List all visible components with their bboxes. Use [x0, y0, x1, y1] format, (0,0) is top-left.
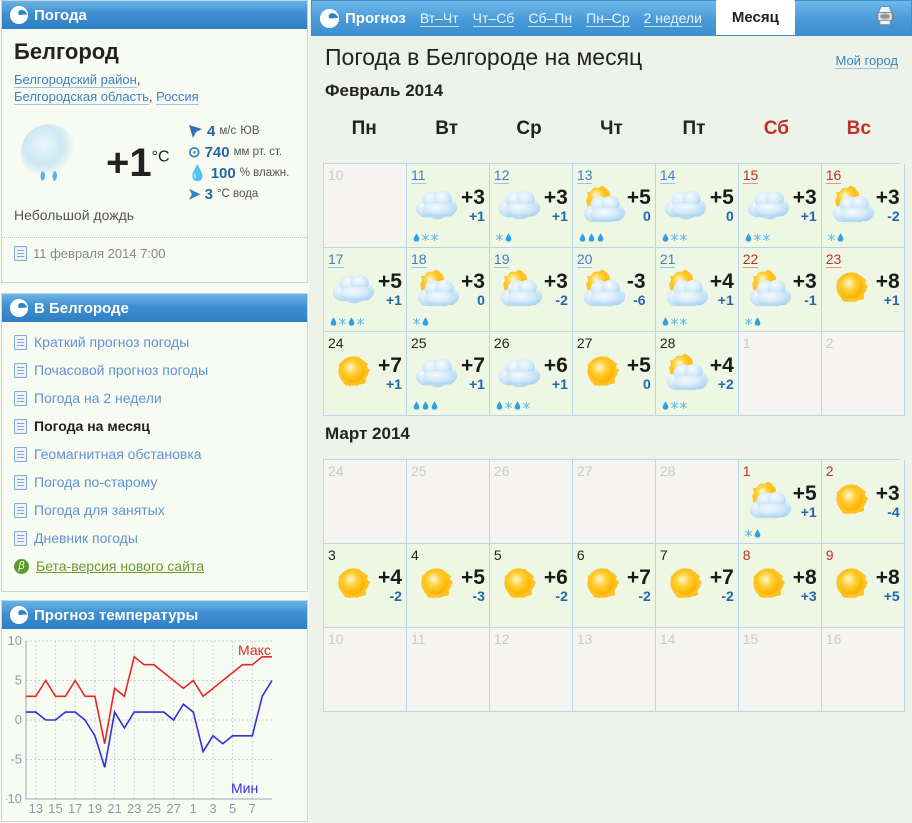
svg-text:7: 7 [249, 801, 256, 816]
svg-text:1: 1 [190, 801, 197, 816]
svg-text:23: 23 [127, 801, 141, 816]
svg-text:13: 13 [29, 801, 43, 816]
svg-text:17: 17 [68, 801, 82, 816]
svg-text:-10: -10 [6, 791, 22, 806]
svg-text:Мин: Мин [231, 780, 258, 796]
svg-text:5: 5 [229, 801, 236, 816]
svg-text:3: 3 [209, 801, 216, 816]
svg-text:21: 21 [107, 801, 121, 816]
svg-text:19: 19 [88, 801, 102, 816]
svg-text:0: 0 [15, 712, 22, 727]
svg-text:25: 25 [147, 801, 161, 816]
svg-text:-5: -5 [10, 752, 22, 767]
svg-text:5: 5 [15, 673, 22, 688]
svg-text:10: 10 [8, 635, 22, 648]
svg-text:15: 15 [48, 801, 62, 816]
svg-text:Макс: Макс [238, 642, 271, 658]
svg-text:27: 27 [166, 801, 180, 816]
